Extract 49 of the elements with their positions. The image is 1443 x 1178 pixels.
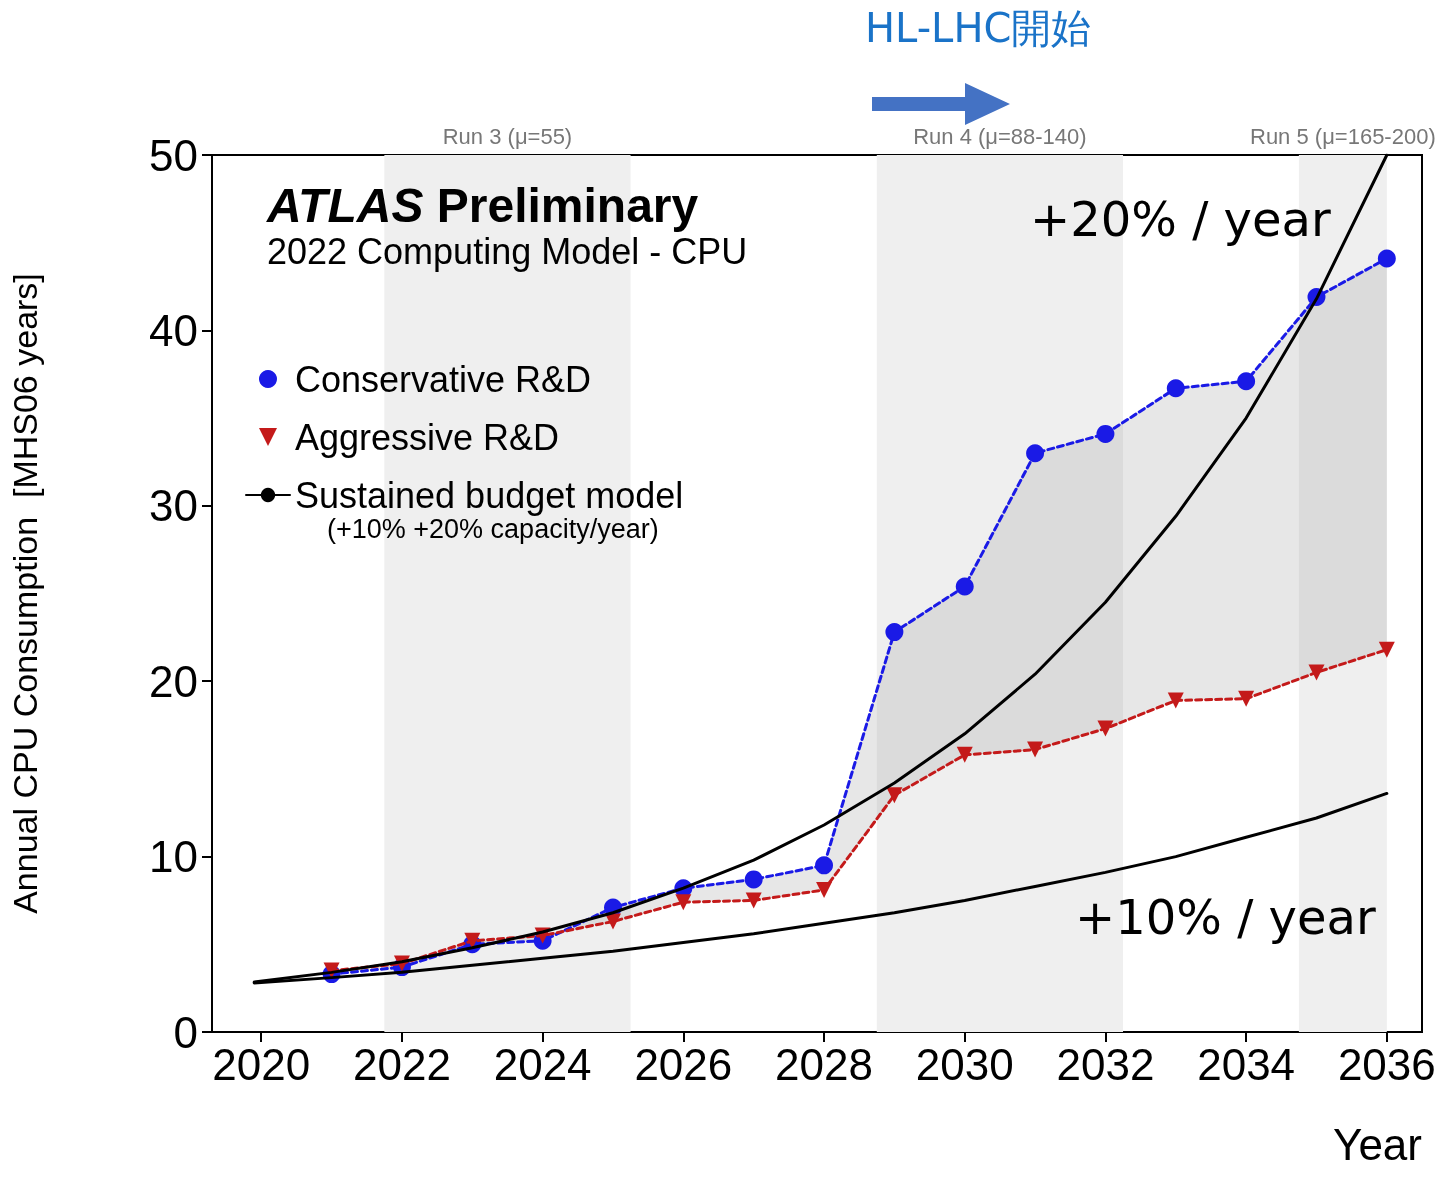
x-tick-label: 2022 [353, 1039, 451, 1089]
point [1378, 641, 1395, 658]
legend-label: Conservative R&D [295, 358, 592, 400]
point [1026, 444, 1045, 463]
point [1237, 372, 1256, 391]
point [1238, 690, 1255, 707]
annotation: +20% / year [1030, 191, 1331, 247]
point [955, 577, 974, 596]
y-tick-label: 10 [149, 832, 198, 882]
x-tick-label: 2036 [1337, 1039, 1436, 1089]
x-tick-label: 2026 [634, 1039, 733, 1089]
band-label: Run 5 (μ=165-200) [1249, 123, 1436, 149]
point [815, 856, 834, 875]
legend-label: Aggressive R&D [295, 416, 560, 458]
point [1097, 720, 1114, 737]
point [744, 870, 763, 889]
x-axis-title: Year [1333, 1119, 1422, 1169]
annotation: +10% / year [1075, 889, 1376, 945]
band-label: Run 4 (μ=88-140) [913, 123, 1087, 149]
y-tick-label: 0 [173, 1007, 198, 1057]
point [956, 746, 973, 763]
point [1096, 424, 1115, 443]
x-tick-label: 2034 [1197, 1039, 1296, 1089]
point [1308, 664, 1325, 681]
text: ATLAS Preliminary [266, 178, 699, 232]
point [745, 892, 762, 909]
x-tick-label: 2028 [775, 1039, 873, 1089]
point [604, 913, 621, 930]
x-tick-label: 2030 [915, 1039, 1014, 1089]
x-tick-label: 2032 [1056, 1039, 1155, 1089]
point [1167, 692, 1184, 709]
y-axis-title: Annual CPU Consumption [MHS06 years] [6, 273, 44, 914]
point [816, 881, 833, 898]
y-tick-label: 20 [149, 656, 198, 706]
x-tick-label: 2020 [212, 1039, 311, 1089]
point [1027, 741, 1044, 758]
point [464, 932, 481, 949]
x-tick-label: 2024 [493, 1039, 592, 1089]
point [886, 787, 903, 804]
point [1166, 379, 1185, 398]
point [1377, 249, 1396, 268]
y-tick-label: 30 [149, 481, 198, 531]
y-tick-label: 50 [149, 130, 198, 180]
band-label: Run 3 (μ=55) [442, 123, 573, 149]
legend-label: Sustained budget model [295, 474, 684, 516]
text: HL-LHC開始 [865, 5, 1092, 51]
point [675, 894, 692, 911]
y-tick-label: 40 [149, 305, 198, 355]
point [885, 623, 904, 642]
